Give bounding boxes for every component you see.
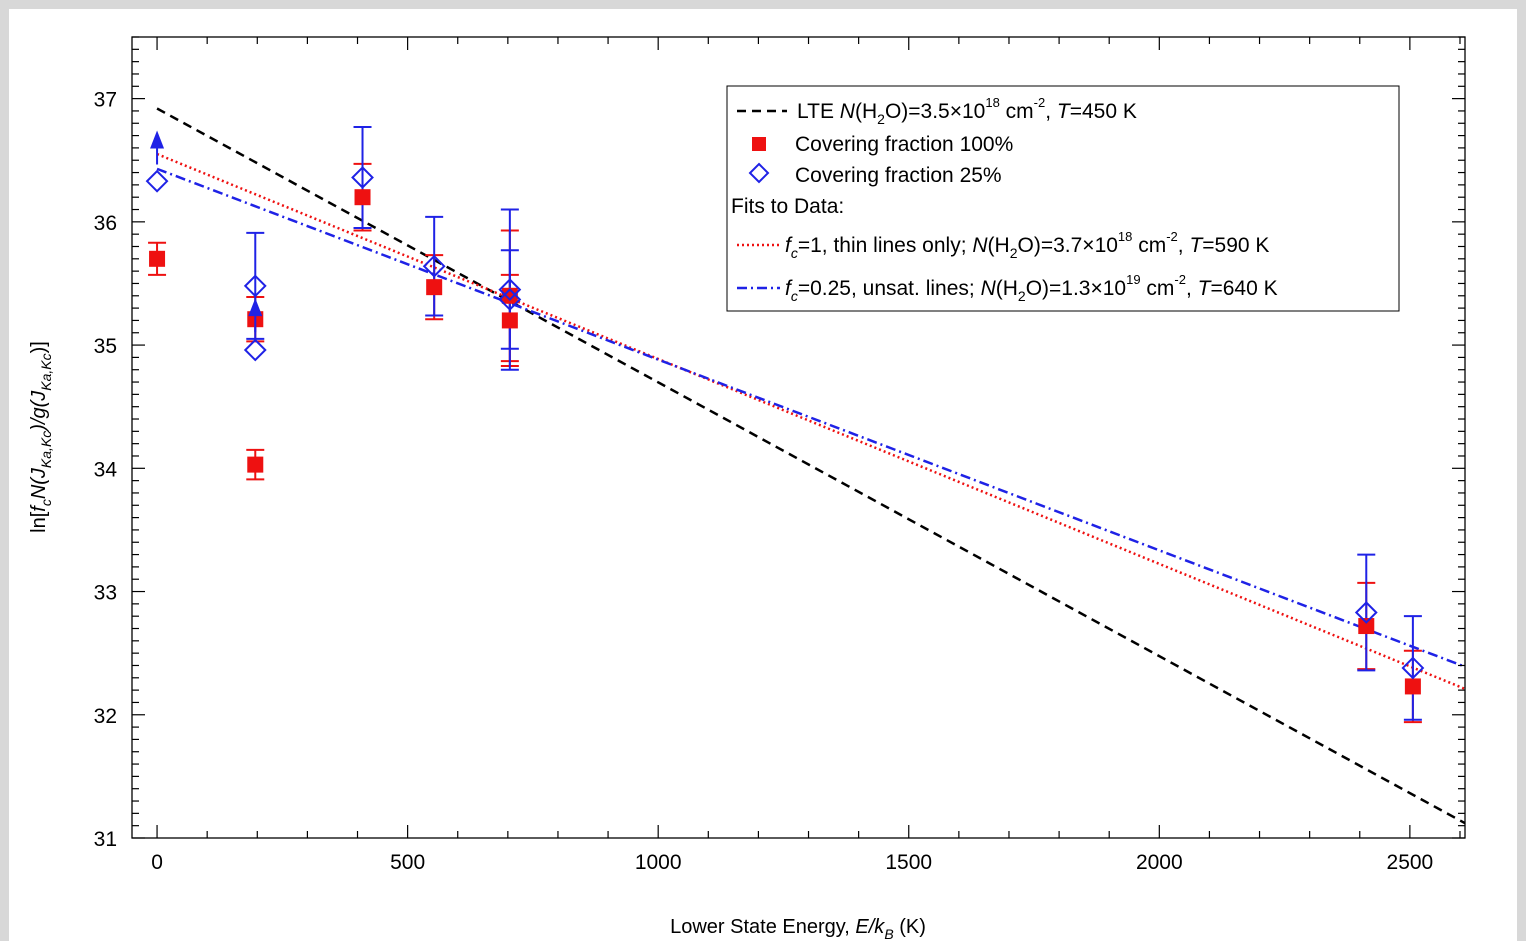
data-point-diamond	[1354, 601, 1378, 624]
legend-marker-cf25	[748, 162, 770, 184]
data-point-diamond	[422, 254, 446, 278]
data-point-triangle	[248, 298, 263, 317]
frame-border-top	[0, 0, 1526, 9]
x-axis-title: Lower State Energy, E/kB (K)	[670, 916, 926, 941]
data-point-square	[1404, 678, 1421, 695]
y-tick-label: 36	[94, 212, 117, 235]
y-tick-label: 33	[94, 582, 117, 605]
data-point-triangle	[150, 130, 165, 149]
x-tick-label: 1500	[885, 851, 932, 874]
fit-line-2	[156, 152, 1465, 691]
data-point-diamond	[145, 169, 169, 193]
data-point-diamond	[498, 278, 522, 302]
x-tick-label: 500	[390, 851, 425, 874]
fit-lines	[156, 107, 1465, 825]
data-point-square	[426, 279, 443, 296]
tick-labels: 0 500 1000 1500 2000 2500 31 32 33 34 35 36 37	[94, 89, 1434, 874]
x-tick-label: 0	[151, 851, 163, 874]
frame-border-left	[0, 0, 9, 941]
data-point-diamond	[243, 274, 267, 298]
legend-label-fit1: fc=1, thin lines only; N(H2O)=3.7×1018 c…	[785, 229, 1269, 261]
y-tick-label: 34	[94, 458, 118, 481]
legend-label-cf25: Covering fraction 25%	[795, 164, 1002, 187]
data-point-square	[149, 250, 166, 267]
y-tick-label: 32	[94, 705, 117, 728]
data-point-square	[501, 287, 518, 304]
axis-ticks	[132, 36, 1465, 839]
x-tick-label: 1000	[635, 851, 682, 874]
frame-border-right	[1517, 0, 1526, 941]
x-tick-label: 2500	[1387, 851, 1434, 874]
legend-fits-header: Fits to Data:	[731, 195, 844, 218]
legend-label-lte: LTE N(H2O)=3.5×1018 cm-2, T=450 K	[797, 95, 1137, 127]
y-tick-label: 35	[94, 335, 117, 358]
x-tick-label: 2000	[1136, 851, 1183, 874]
legend-marker-cf100	[752, 137, 766, 151]
data-markers	[145, 130, 1425, 695]
legend-label-cf100: Covering fraction 100%	[795, 133, 1013, 156]
fit-line-1	[156, 107, 1465, 825]
data-point-square	[1358, 618, 1375, 635]
data-point-diamond	[1401, 656, 1425, 680]
y-tick-label: 37	[94, 89, 117, 112]
data-point-diamond	[351, 166, 374, 189]
legend-label-fit2: fc=0.25, unsat. lines; N(H2O)=1.3×1019 c…	[785, 272, 1278, 304]
data-point-diamond	[498, 288, 522, 311]
plot-area-frame	[131, 36, 1466, 839]
data-point-diamond	[243, 338, 267, 362]
legend-box	[726, 85, 1400, 312]
data-point-square	[354, 189, 371, 206]
data-point-square	[501, 312, 518, 329]
y-tick-label: 31	[94, 828, 117, 851]
y-axis-title: ln[fcN(JKa,Kc)/g(JKa,Kc)]	[28, 341, 54, 533]
fit-line-3	[156, 167, 1465, 668]
legend: LTE N(H2O)=3.5×1018 cm-2, T=450 K Coveri…	[726, 85, 1400, 312]
data-point-square	[247, 456, 264, 473]
